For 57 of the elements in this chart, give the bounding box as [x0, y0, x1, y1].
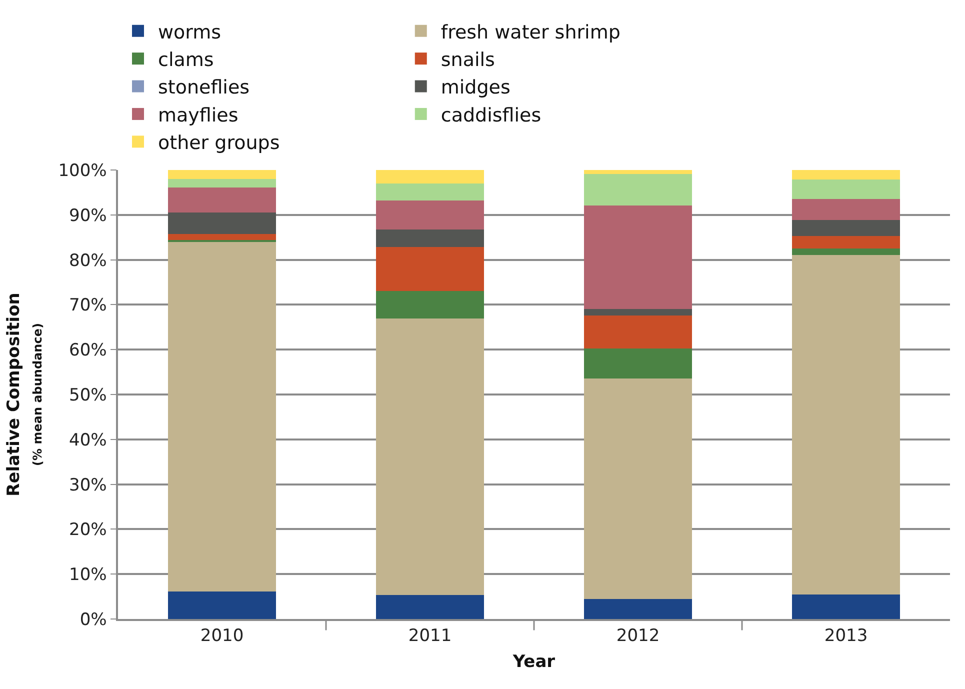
bar [584, 205, 692, 310]
y-tick-label: 0% [80, 610, 107, 630]
bar [584, 309, 692, 316]
bar [792, 199, 900, 220]
y-axis-title: Relative Composition (% mean abundance) [4, 292, 44, 496]
bar [584, 599, 692, 619]
y-tick-label: 60% [69, 340, 107, 361]
legend-label: clams [158, 48, 214, 71]
y-tick-label: 90% [69, 206, 107, 226]
bar [168, 178, 276, 188]
legend-label: other groups [158, 132, 280, 154]
bar [792, 254, 900, 594]
bar [168, 242, 276, 592]
y-tick-label: 40% [69, 430, 107, 450]
bar [792, 170, 900, 180]
legend-label: fresh water shrimp [440, 21, 620, 44]
bar [584, 378, 692, 600]
bar [376, 170, 484, 184]
bar [376, 595, 484, 619]
x-tick-label: 2013 [824, 626, 868, 646]
y-tick-label: 100% [58, 160, 107, 181]
x-tick-label: 2011 [408, 626, 452, 646]
legend-label: caddisflies [440, 104, 542, 126]
legend-label: stoneflies [158, 76, 250, 99]
bar [584, 315, 692, 348]
y-tick-label: 70% [69, 296, 107, 316]
bar [376, 200, 484, 230]
x-axis-title: Year [512, 652, 556, 672]
legend-label: mayflies [158, 104, 238, 126]
y-tick-label: 80% [69, 250, 107, 271]
bar [376, 183, 484, 201]
y-tick-label: 20% [69, 520, 107, 540]
bar [584, 170, 692, 174]
y-tick-label: 10% [69, 565, 107, 586]
bar [168, 592, 276, 619]
bar [168, 188, 276, 213]
x-tick-label: 2012 [616, 626, 660, 646]
bar [584, 174, 692, 206]
bar [376, 230, 484, 247]
bar [376, 246, 484, 292]
legend-label: snails [440, 48, 495, 71]
bar [792, 179, 900, 200]
bar [792, 236, 900, 249]
bar [376, 318, 484, 596]
bar [584, 348, 692, 378]
legend-label: midges [440, 76, 510, 99]
y-tick-label: 30% [69, 475, 107, 496]
bar [792, 220, 900, 236]
bar [168, 234, 276, 240]
bar [168, 212, 276, 234]
bar [168, 170, 276, 179]
legend-label: worms [158, 21, 222, 44]
x-tick-label: 2010 [200, 626, 244, 646]
bar [376, 291, 484, 319]
bar [792, 594, 900, 619]
y-tick-label: 50% [69, 385, 107, 406]
bar [792, 248, 900, 255]
